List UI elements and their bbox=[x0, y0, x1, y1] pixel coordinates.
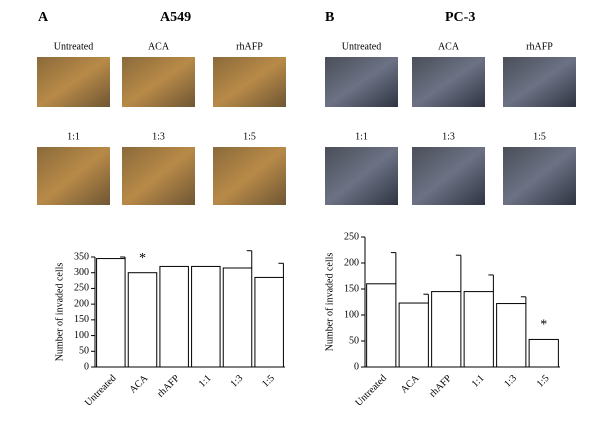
micrograph bbox=[37, 57, 110, 107]
image-label: rhAFP bbox=[236, 41, 263, 52]
micrograph bbox=[412, 57, 485, 107]
image-label: ACA bbox=[438, 41, 460, 52]
bar bbox=[127, 272, 158, 368]
y-tick-label: 250 bbox=[74, 283, 89, 294]
micrograph bbox=[122, 57, 195, 107]
y-tick-label: 100 bbox=[344, 309, 359, 320]
image-label: 1:3 bbox=[152, 131, 165, 142]
x-tick-label: ACA bbox=[399, 372, 422, 395]
bar bbox=[398, 302, 429, 368]
image-label: 1:1 bbox=[67, 131, 80, 142]
image-label: rhAFP bbox=[526, 41, 553, 52]
micrograph bbox=[412, 147, 485, 205]
image-label: 1:3 bbox=[442, 131, 455, 142]
bar bbox=[254, 276, 284, 368]
bar bbox=[463, 291, 494, 368]
micrograph bbox=[503, 147, 576, 205]
image-label: 1:1 bbox=[355, 131, 368, 142]
bar bbox=[528, 338, 559, 368]
x-tick-label: Untreated bbox=[83, 373, 119, 409]
y-tick-label: 100 bbox=[74, 330, 89, 341]
panel-title: PC-3 bbox=[445, 10, 475, 25]
y-tick-label: 250 bbox=[344, 231, 359, 242]
bar bbox=[222, 267, 253, 368]
y-tick-label: 200 bbox=[74, 298, 89, 309]
x-tick-label: 1:3 bbox=[228, 373, 245, 390]
significance-mark: * bbox=[540, 318, 547, 333]
panel-title: A549 bbox=[160, 10, 191, 25]
micrograph bbox=[37, 147, 110, 205]
image-label: Untreated bbox=[342, 41, 381, 52]
bar bbox=[191, 265, 221, 368]
y-axis-label: Number of invaded cells bbox=[324, 253, 335, 352]
y-tick-label: 200 bbox=[344, 257, 359, 268]
y-tick-label: 0 bbox=[84, 361, 89, 372]
y-tick-label: 150 bbox=[344, 283, 359, 294]
bar bbox=[366, 283, 397, 368]
image-label: 1:5 bbox=[243, 131, 256, 142]
x-tick-label: Untreated bbox=[353, 373, 389, 409]
panel-label: B bbox=[325, 10, 334, 25]
x-tick-label: 1:1 bbox=[197, 373, 214, 390]
y-tick-label: 0 bbox=[354, 361, 359, 372]
y-axis-label: Number of invaded cells bbox=[54, 263, 65, 362]
x-tick-label: 1:1 bbox=[470, 373, 487, 390]
y-tick-label: 300 bbox=[74, 267, 89, 278]
y-tick-label: 50 bbox=[79, 346, 89, 357]
micrograph bbox=[325, 147, 398, 205]
bar bbox=[431, 291, 462, 368]
y-tick-label: 350 bbox=[74, 251, 89, 262]
x-tick-label: 1:5 bbox=[260, 373, 277, 390]
x-tick-label: rhAFP bbox=[427, 373, 454, 400]
image-label: 1:5 bbox=[533, 131, 546, 142]
image-label: Untreated bbox=[54, 41, 93, 52]
panel-label: A bbox=[38, 10, 49, 25]
significance-mark: * bbox=[139, 251, 146, 266]
micrograph bbox=[122, 147, 195, 205]
bar bbox=[159, 265, 189, 368]
y-tick-label: 150 bbox=[74, 314, 89, 325]
x-tick-label: rhAFP bbox=[155, 373, 182, 400]
bar bbox=[496, 303, 527, 368]
micrograph bbox=[325, 57, 398, 107]
micrograph bbox=[503, 57, 576, 107]
x-tick-label: 1:3 bbox=[502, 373, 519, 390]
x-tick-label: 1:5 bbox=[535, 373, 552, 390]
image-label: ACA bbox=[148, 41, 170, 52]
micrograph bbox=[213, 147, 286, 205]
micrograph bbox=[213, 57, 286, 107]
bar bbox=[96, 258, 126, 368]
y-tick-label: 50 bbox=[349, 335, 359, 346]
x-tick-label: ACA bbox=[128, 372, 151, 395]
